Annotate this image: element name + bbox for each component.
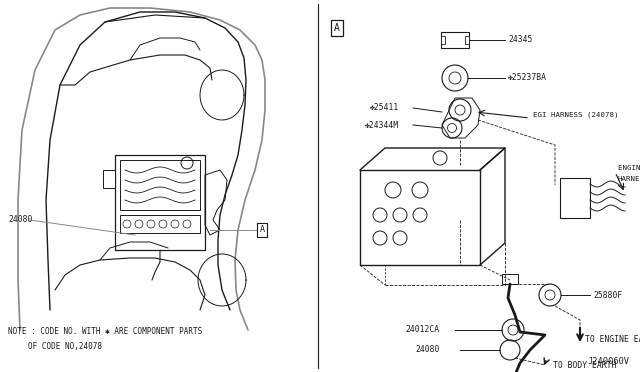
Text: 24080: 24080 xyxy=(415,346,440,355)
Text: J240060V: J240060V xyxy=(588,357,630,366)
Text: TO ENGINE EARTH: TO ENGINE EARTH xyxy=(585,336,640,344)
Text: HARNESS: HARNESS xyxy=(618,176,640,182)
Bar xyxy=(465,36,469,44)
Text: ✤25237BA: ✤25237BA xyxy=(508,74,547,83)
Text: ✤24344M: ✤24344M xyxy=(365,121,399,129)
Text: ✤25411: ✤25411 xyxy=(370,103,399,112)
Text: EGI HARNESS (24078): EGI HARNESS (24078) xyxy=(533,112,618,118)
Bar xyxy=(103,170,115,188)
Text: ENGINE ROOM: ENGINE ROOM xyxy=(618,165,640,171)
Text: A: A xyxy=(259,225,264,234)
Bar xyxy=(115,155,205,250)
Text: 24012CA: 24012CA xyxy=(405,326,439,334)
Text: 24345: 24345 xyxy=(508,35,532,45)
Text: 25880F: 25880F xyxy=(593,291,622,299)
Bar xyxy=(502,274,518,284)
Text: 24080: 24080 xyxy=(8,215,33,224)
Bar xyxy=(560,178,590,218)
Text: TO BODY EARTH: TO BODY EARTH xyxy=(553,360,616,369)
Text: NOTE : CODE NO. WITH ✱ ARE COMPONENT PARTS: NOTE : CODE NO. WITH ✱ ARE COMPONENT PAR… xyxy=(8,327,202,337)
Bar xyxy=(441,36,445,44)
Text: OF CODE NO,24078: OF CODE NO,24078 xyxy=(28,341,102,350)
Bar xyxy=(441,32,469,48)
Bar xyxy=(120,160,200,210)
Text: A: A xyxy=(334,23,340,33)
Bar xyxy=(120,215,200,233)
